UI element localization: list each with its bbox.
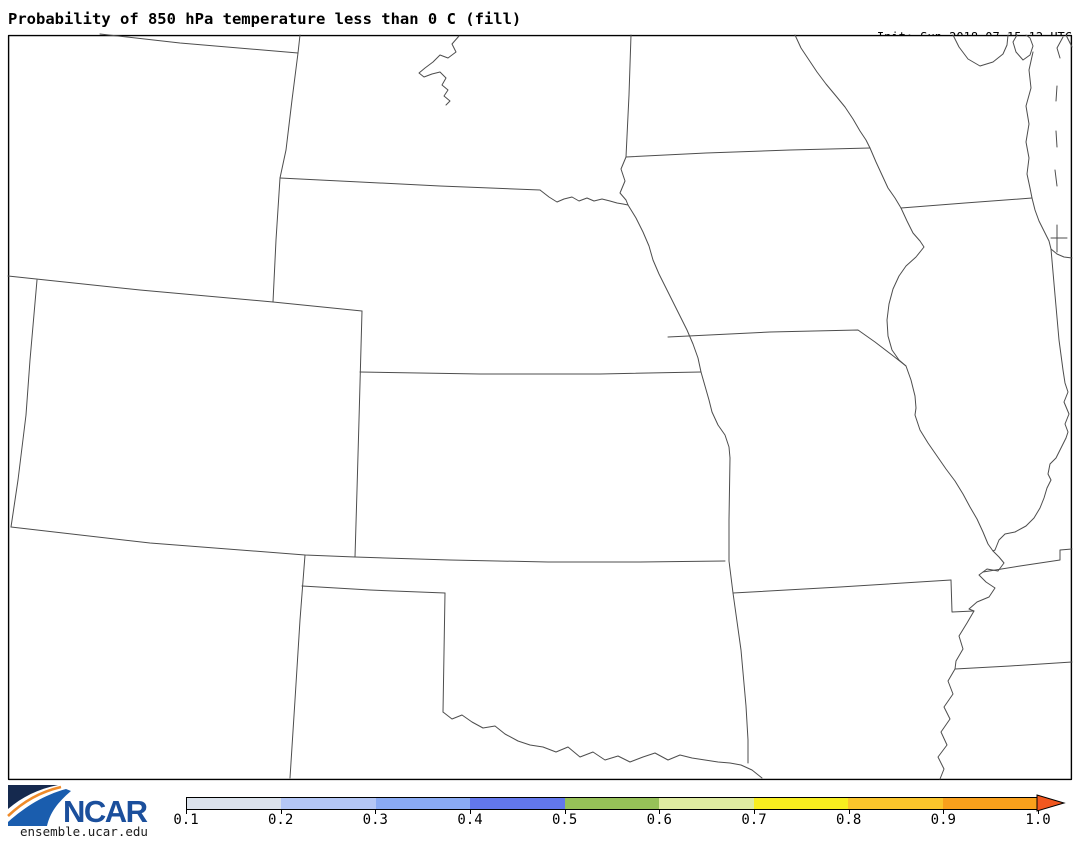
minnesota-south-dakota-border [625, 34, 632, 158]
colorbar-tick-0.1 [186, 810, 187, 814]
colorbar-segment-0.4-0.5 [470, 798, 565, 809]
colorbar-segment-0.3-0.4 [375, 798, 471, 809]
colorbar-tick-label-0.5: 0.5 [552, 812, 578, 828]
colorbar-tick-0.3 [375, 810, 377, 814]
lake-michigan-fragment-2 [1055, 85, 1058, 102]
lake-michigan-fragment-7 [1065, 34, 1073, 48]
big-sioux-river-sd-ia [619, 156, 629, 206]
colorbar-tick-0.4 [470, 810, 471, 814]
colorbar-tick-label-0.4: 0.4 [457, 812, 483, 828]
colorbar-tick-label-0.6: 0.6 [646, 812, 672, 828]
colorbar-tick-0.2 [280, 810, 282, 814]
colorbar-tick-label-0.7: 0.7 [741, 812, 767, 828]
iowa-missouri-border [667, 329, 907, 367]
colorbar-segment-0.2-0.3 [281, 798, 376, 809]
green-bay-shore [952, 34, 1009, 67]
kansas-missouri-oklahoma-arkansas-border [728, 457, 749, 764]
colorbar-tick-0.8 [848, 810, 850, 814]
colorbar-tick-label-0.3: 0.3 [362, 812, 388, 828]
map-frame [7, 34, 1073, 781]
texas-oklahoma-100w-border [442, 592, 446, 713]
colorbar-segment-0.8-0.9 [848, 798, 943, 809]
colorbar-tick-0.6 [659, 810, 661, 814]
missouri-river-ne-ia [627, 204, 731, 459]
site-url-text: ensemble.ucar.edu [20, 824, 148, 839]
page-title: Probability of 850 hPa temperature less … [8, 10, 522, 28]
colorbar-tick-label-0.2: 0.2 [268, 812, 294, 828]
colorado-kansas-south-border [10, 526, 726, 563]
door-peninsula [1012, 34, 1034, 61]
oklahoma-panhandle-south-border [301, 585, 446, 594]
lake-sakakawea [418, 35, 460, 106]
colorbar-tick-0.9 [943, 810, 945, 814]
wyoming-south-border [7, 275, 363, 312]
colorbar-tick-1.0 [1038, 810, 1039, 814]
montana-wyoming-border [99, 33, 299, 54]
colorbar-arrow-triangle [1036, 794, 1066, 812]
colorbar-segment-0.9-1.0 [942, 798, 1037, 809]
colorado-west-border [10, 279, 38, 528]
ncar-logo-navy-shape [8, 785, 58, 809]
colorbar-tick-0.7 [754, 810, 755, 814]
colorbar-segment-0.5-0.6 [564, 798, 660, 809]
colorado-kansas-east-border [354, 310, 363, 558]
lake-michigan-fragment-3 [1055, 130, 1058, 148]
colorbar-segment-0.1-0.2 [187, 798, 282, 809]
colorbar-arrow [1036, 794, 1066, 812]
nebraska-kansas-border [359, 371, 702, 375]
lake-michigan-fragment-4 [1054, 169, 1058, 187]
colorbar-tick-label-1.0: 1.0 [1025, 812, 1051, 828]
lake-michigan-fragment-1 [1056, 36, 1064, 59]
red-river-ok-tx [442, 711, 763, 779]
iowa-north-border [625, 147, 871, 158]
ohio-river [992, 437, 1067, 552]
state-borders-group [7, 33, 1073, 780]
new-mexico-texas-east-border [289, 554, 306, 779]
colorbar-segment-0.7-0.8 [753, 798, 849, 809]
ncar-logo-text: NCAR [63, 794, 148, 829]
ncar-logo: NCAR [7, 785, 149, 829]
kentucky-tennessee-border [982, 548, 1073, 573]
ncar-logo-orange-swoosh [7, 785, 62, 817]
colorbar-segment-0.6-0.7 [659, 798, 754, 809]
colorbar-tick-0.5 [564, 810, 566, 814]
mississippi-river-lower [937, 550, 1005, 780]
tennessee-mississippi-border [954, 661, 1073, 670]
colorbar-tick-label-0.8: 0.8 [836, 812, 862, 828]
colorbar [186, 797, 1038, 810]
colorbar-tick-label-0.1: 0.1 [173, 812, 199, 828]
mississippi-river-upper [794, 34, 994, 552]
missouri-arkansas-border [732, 579, 952, 594]
colorbar-tick-label-0.9: 0.9 [930, 812, 956, 828]
illinois-indiana-wabash-border [1050, 248, 1070, 439]
lake-michigan-west-shore [1025, 51, 1073, 259]
ncar-logo-blue-shape [8, 789, 71, 826]
montana-dakotas-wyoming-east-border [272, 34, 301, 303]
south-dakota-nebraska-border [279, 177, 541, 191]
missouri-bootheel [950, 579, 975, 613]
illinois-wisconsin-border [900, 197, 1033, 209]
missouri-river-sd-ne [539, 189, 629, 206]
